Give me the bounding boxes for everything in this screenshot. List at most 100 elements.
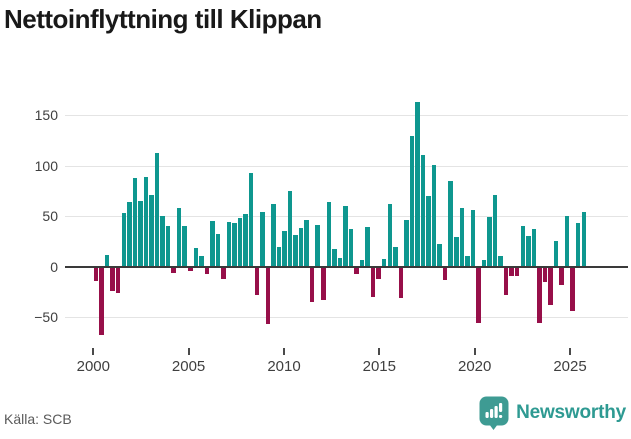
- bar: [553, 241, 559, 267]
- bar: [481, 259, 487, 267]
- bar: [559, 266, 564, 285]
- bar: [492, 194, 498, 267]
- bar: [132, 177, 137, 267]
- bar: [526, 236, 531, 267]
- x-tick-mark: [92, 348, 95, 355]
- bar: [520, 226, 525, 267]
- bar: [570, 266, 575, 312]
- x-tick-label: 2005: [171, 358, 206, 375]
- bar: [537, 266, 542, 324]
- bar: [204, 266, 210, 274]
- bar: [260, 212, 265, 267]
- newsworthy-logo-text: Newsworthy: [516, 402, 626, 423]
- bar: [393, 246, 398, 267]
- y-tick-label: −50: [34, 309, 58, 326]
- bar: [188, 266, 193, 271]
- bar: [542, 266, 548, 282]
- bar: [370, 266, 376, 298]
- bar: [348, 229, 354, 267]
- y-tick-label: 100: [34, 157, 58, 174]
- bar: [165, 226, 171, 267]
- bar: [321, 266, 326, 301]
- y-tick-label: 50: [42, 208, 58, 225]
- bar: [465, 255, 470, 267]
- bar: [149, 194, 154, 267]
- bar: [503, 266, 509, 295]
- page-title: Nettoinflyttning till Klippan: [4, 4, 322, 34]
- bar: [398, 266, 404, 299]
- x-axis-line: [65, 265, 628, 269]
- bar: [182, 226, 187, 267]
- bar: [121, 213, 126, 267]
- x-tick-label: 2025: [553, 358, 587, 375]
- bar: [437, 244, 442, 267]
- bar: [498, 255, 503, 267]
- y-tick-label: 150: [34, 106, 58, 123]
- bar: [326, 201, 331, 267]
- bar: [343, 206, 348, 267]
- bar: [154, 153, 160, 267]
- bar: [431, 164, 437, 267]
- bar: [104, 254, 110, 267]
- newsworthy-logo: Newsworthy: [479, 396, 626, 430]
- bar: [470, 210, 476, 267]
- bar: [365, 227, 370, 267]
- x-tick-label: 2010: [267, 358, 301, 375]
- bar: [581, 212, 586, 267]
- bar: [248, 172, 254, 267]
- bar: [282, 231, 287, 267]
- bar: [99, 266, 104, 336]
- bar: [448, 180, 453, 267]
- bar: [193, 247, 198, 267]
- bar: [514, 266, 520, 276]
- bar: [293, 235, 298, 267]
- bar: [237, 218, 243, 267]
- source-text: Källa: SCB: [4, 411, 72, 427]
- bar: [332, 248, 337, 267]
- bar: [221, 266, 226, 279]
- bar: [210, 221, 215, 267]
- bar: [232, 223, 237, 267]
- bar: [287, 190, 293, 267]
- bar: [415, 101, 420, 267]
- bar: [354, 266, 359, 274]
- x-tick-mark: [187, 348, 190, 355]
- bar: [110, 266, 115, 291]
- bar: [176, 208, 182, 267]
- x-tick-mark: [378, 348, 381, 355]
- bar: [127, 201, 132, 267]
- bar: [315, 225, 320, 267]
- bar: [376, 266, 381, 279]
- gridline: [65, 165, 628, 167]
- bar: [420, 155, 426, 267]
- bar: [442, 266, 448, 280]
- x-tick-label: 2015: [362, 358, 396, 375]
- bar: [243, 214, 248, 267]
- bar: [309, 266, 315, 303]
- bar: [404, 220, 409, 267]
- bar: [265, 266, 271, 325]
- bar: [426, 195, 431, 267]
- y-tick-label: 0: [50, 258, 58, 275]
- bar: [509, 266, 514, 276]
- bar: [459, 208, 464, 267]
- x-tick-label: 2020: [458, 358, 492, 375]
- bar: [93, 266, 99, 281]
- bar: [531, 229, 537, 267]
- x-tick-mark: [473, 348, 476, 355]
- bar: [226, 222, 232, 267]
- bar: [304, 220, 309, 267]
- x-tick-mark: [283, 348, 285, 355]
- gridline: [65, 114, 628, 116]
- bar: [564, 216, 570, 267]
- bar: [337, 257, 343, 267]
- bar: [199, 255, 204, 267]
- bar: [409, 136, 415, 267]
- bar: [575, 223, 581, 267]
- bar: [115, 266, 121, 293]
- bar: [276, 246, 282, 267]
- gridline: [65, 317, 628, 319]
- bar: [476, 266, 481, 324]
